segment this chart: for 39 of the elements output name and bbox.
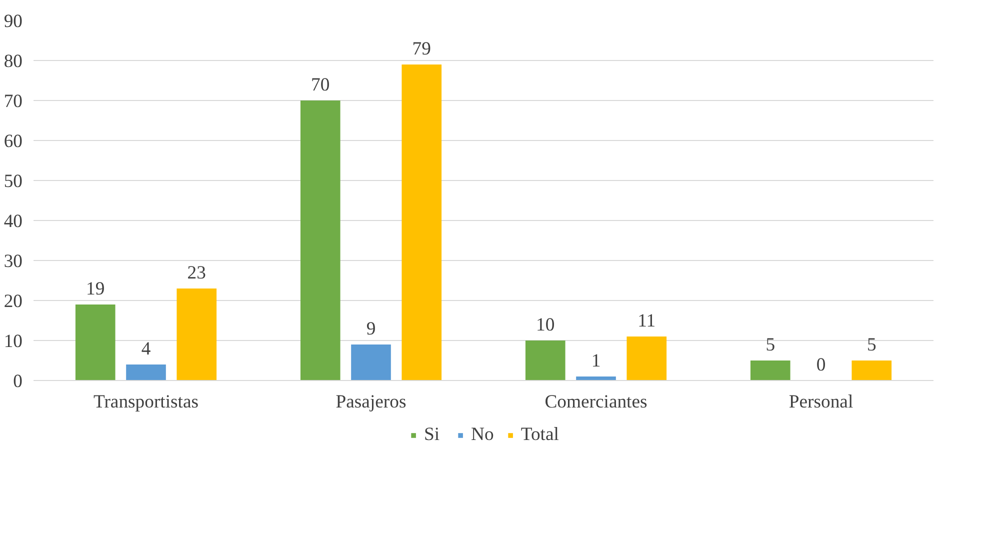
data-label: 4 xyxy=(141,338,152,360)
data-label: 23 xyxy=(187,262,206,284)
data-label: 5 xyxy=(866,334,876,356)
y-tick-label: 60 xyxy=(4,131,22,152)
legend-label: Total xyxy=(520,424,559,446)
data-label: 9 xyxy=(366,318,376,340)
x-tick-label: Pasajeros xyxy=(336,392,406,412)
bar xyxy=(351,344,391,380)
y-tick-label: 90 xyxy=(4,11,22,32)
data-label: 5 xyxy=(766,334,776,356)
bar xyxy=(75,304,116,380)
y-tick-label: 70 xyxy=(4,91,22,112)
y-tick-label: 50 xyxy=(4,171,22,192)
bar xyxy=(750,360,790,380)
y-tick-label: 80 xyxy=(4,51,22,72)
y-tick-label: 20 xyxy=(4,291,22,312)
bar xyxy=(626,336,667,380)
y-tick-label: 0 xyxy=(13,371,22,392)
bar xyxy=(402,64,442,380)
y-tick-label: 10 xyxy=(4,331,22,352)
data-label: 10 xyxy=(536,314,555,336)
x-tick-label: Personal xyxy=(788,392,854,412)
x-tick-label: Comerciantes xyxy=(544,392,648,412)
data-label: 11 xyxy=(638,310,656,332)
y-tick-label: 40 xyxy=(4,211,22,232)
y-tick-label: 30 xyxy=(4,251,22,272)
legend-label: No xyxy=(471,424,494,446)
x-tick-label: Transportistas xyxy=(93,392,199,412)
data-label: 1 xyxy=(591,350,601,372)
bar xyxy=(176,288,217,380)
legend-label: Si xyxy=(424,424,441,446)
data-label: 79 xyxy=(412,38,431,60)
bar xyxy=(525,340,566,380)
bar xyxy=(852,360,892,380)
data-label: 19 xyxy=(86,278,105,300)
bar xyxy=(126,364,166,380)
data-label: 70 xyxy=(311,74,330,96)
bar xyxy=(300,100,340,380)
data-label: 0 xyxy=(816,354,826,376)
